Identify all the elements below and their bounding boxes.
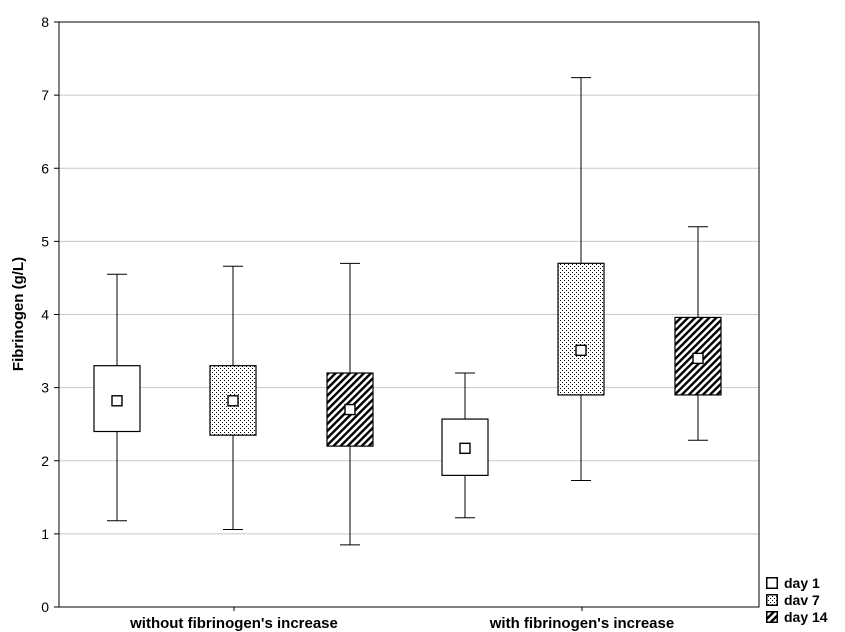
median-marker <box>111 395 123 407</box>
legend-item: day 1 <box>766 574 845 591</box>
x-category-label: without fibrinogen's increase <box>129 615 338 632</box>
x-axis-categories: without fibrinogen's increase with fibrin… <box>129 607 674 632</box>
y-tick-label: 1 <box>41 526 49 542</box>
median-marker <box>344 403 356 416</box>
box-iqr <box>557 262 605 396</box>
legend-label: dav 7 <box>784 591 820 608</box>
median-marker <box>227 395 239 407</box>
legend-swatch <box>766 593 778 606</box>
y-tick-label: 3 <box>41 380 49 396</box>
legend: day 1 dav 7 day 14 <box>766 574 845 625</box>
y-tick-label: 5 <box>41 233 49 249</box>
box-day-1-cat-2 <box>441 372 489 519</box>
box-day-1-cat-1 <box>93 273 141 522</box>
gridlines <box>59 94 759 535</box>
legend-label: day 1 <box>784 574 820 591</box>
legend-item: dav 7 <box>766 591 845 608</box>
legend-swatch <box>766 576 778 589</box>
y-tick-label: 6 <box>41 160 49 176</box>
box-day-14-cat-2 <box>674 226 722 441</box>
legend-label: day 14 <box>784 608 828 625</box>
median-marker <box>692 352 704 365</box>
y-axis-ticks: 0 1 2 3 4 5 6 7 8 <box>41 14 59 615</box>
x-category-label: with fibrinogen's increase <box>489 615 674 632</box>
box-day-14-cat-1 <box>326 262 374 546</box>
legend-swatch <box>766 610 778 623</box>
median-marker <box>575 344 587 357</box>
box-dav-7-cat-1 <box>209 265 257 530</box>
y-tick-label: 0 <box>41 599 49 615</box>
median-marker <box>459 442 471 455</box>
y-axis-label: Fibrinogen (g/L) <box>10 257 27 371</box>
y-tick-label: 4 <box>41 307 49 323</box>
box-dav-7-cat-2 <box>557 77 605 481</box>
legend-item: day 14 <box>766 608 845 625</box>
y-tick-label: 7 <box>41 87 49 103</box>
box-plots <box>93 77 722 546</box>
y-tick-label: 8 <box>41 14 49 30</box>
y-tick-label: 2 <box>41 453 49 469</box>
